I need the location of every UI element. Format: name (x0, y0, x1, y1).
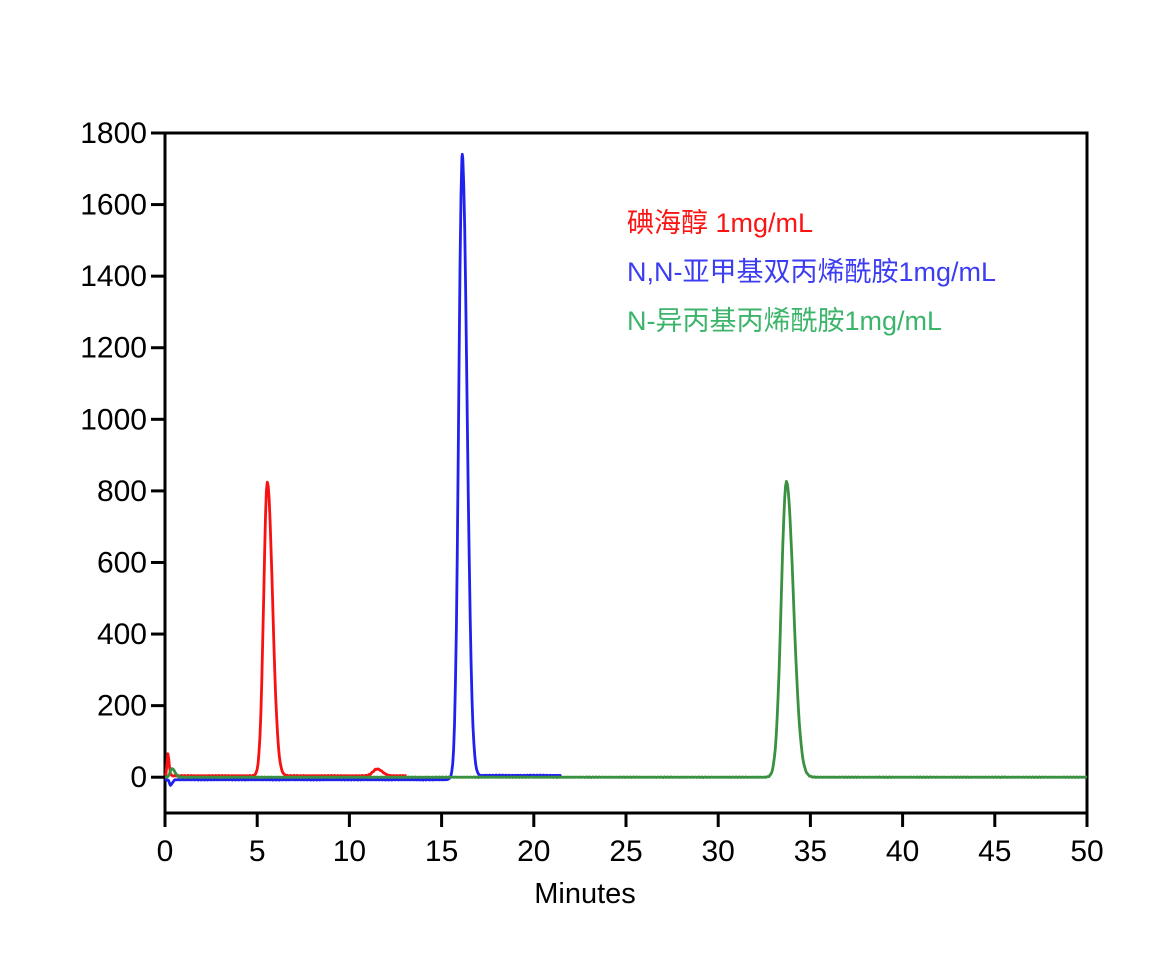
x-tick-label: 25 (609, 835, 642, 868)
x-tick-label: 10 (333, 835, 366, 868)
legend: 碘海醇 1mg/mL N,N-亚甲基双丙烯酰胺1mg/mL N-异丙基丙烯酰胺1… (627, 199, 996, 346)
y-tick-label: 1200 (80, 332, 147, 365)
y-tick-label: 200 (97, 690, 147, 723)
series-trace-2 (164, 479, 1088, 779)
y-tick-label: 1000 (80, 403, 147, 436)
legend-label-nipam: N-异丙基丙烯酰胺1mg/mL (627, 306, 943, 336)
x-tick-label: 40 (886, 835, 919, 868)
legend-item-nipam: N-异丙基丙烯酰胺1mg/mL (627, 297, 996, 346)
y-tick-label: 1600 (80, 189, 147, 222)
x-tick-label: 0 (157, 835, 174, 868)
legend-item-bisacrylamide: N,N-亚甲基双丙烯酰胺1mg/mL (627, 248, 996, 297)
x-axis-title: Minutes (534, 878, 636, 910)
y-tick-label: 1800 (80, 117, 147, 150)
x-tick-label: 45 (978, 835, 1011, 868)
series-trace-1 (164, 152, 562, 787)
y-tick-label: 800 (97, 475, 147, 508)
legend-label-bisacrylamide: N,N-亚甲基双丙烯酰胺1mg/mL (627, 257, 997, 287)
x-tick-label: 15 (425, 835, 458, 868)
legend-label-iohexol: 碘海醇 1mg/mL (627, 208, 814, 238)
x-tick-label: 5 (249, 835, 266, 868)
y-tick-label: 400 (97, 618, 147, 651)
y-tick-label: 0 (130, 761, 147, 794)
y-tick-label: 600 (97, 546, 147, 579)
series-trace-0 (163, 480, 408, 778)
y-tick-label: 1400 (80, 260, 147, 293)
legend-item-iohexol: 碘海醇 1mg/mL (627, 199, 996, 248)
x-tick-label: 35 (794, 835, 827, 868)
x-tick-label: 30 (702, 835, 735, 868)
x-tick-label: 20 (517, 835, 550, 868)
x-tick-label: 50 (1070, 835, 1103, 868)
